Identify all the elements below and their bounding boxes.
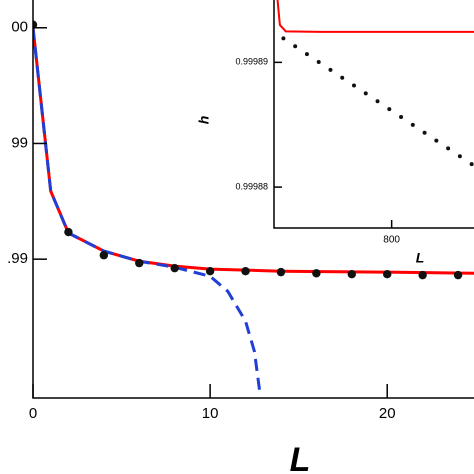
data-point — [33, 20, 38, 29]
data-point — [434, 138, 439, 143]
data-point — [383, 270, 392, 279]
data-point — [347, 270, 356, 279]
data-point — [446, 146, 451, 151]
data-point — [352, 83, 356, 88]
y-axis-label: h — [196, 116, 212, 125]
axes-frame — [273, 0, 474, 229]
data-line — [33, 27, 262, 392]
plot-area — [276, 0, 474, 167]
data-point — [469, 162, 474, 167]
data-point — [387, 107, 392, 112]
x-axis-label: L — [416, 250, 425, 266]
y-tick-label: 99 — [11, 134, 28, 151]
data-point — [340, 75, 345, 80]
data-point — [64, 227, 73, 237]
x-axis-label: L — [290, 441, 311, 474]
axes-frame — [32, 0, 474, 399]
plot-area — [33, 20, 474, 392]
x-tick-label: 20 — [379, 405, 396, 422]
x-tick-label: 800 — [383, 235, 400, 246]
x-tick-label: 10 — [202, 405, 219, 422]
data-point — [304, 52, 309, 57]
data-point — [375, 99, 380, 104]
data-point — [170, 263, 179, 273]
x-tick-label: 0 — [29, 405, 37, 422]
data-point — [457, 154, 462, 159]
data-point — [135, 258, 144, 268]
inset-background — [274, 0, 474, 228]
data-point — [276, 267, 286, 277]
data-point — [418, 270, 427, 280]
data-point — [293, 44, 298, 49]
data-point — [316, 59, 321, 64]
data-point — [312, 269, 321, 278]
data-point — [281, 36, 286, 41]
data-point — [363, 91, 368, 96]
data-point — [99, 251, 109, 260]
data-point — [399, 114, 404, 119]
data-point — [453, 270, 463, 280]
y-tick-label: 0.99988 — [235, 181, 268, 191]
data-point — [410, 122, 415, 127]
y-tick-label: 0.99989 — [235, 57, 268, 67]
data-point — [241, 266, 250, 276]
y-tick-label: .99 — [7, 250, 28, 267]
data-line — [276, 0, 474, 33]
y-tick-label: 00 — [11, 19, 28, 36]
data-point — [328, 67, 333, 72]
data-point — [422, 130, 427, 135]
data-point — [205, 266, 215, 276]
